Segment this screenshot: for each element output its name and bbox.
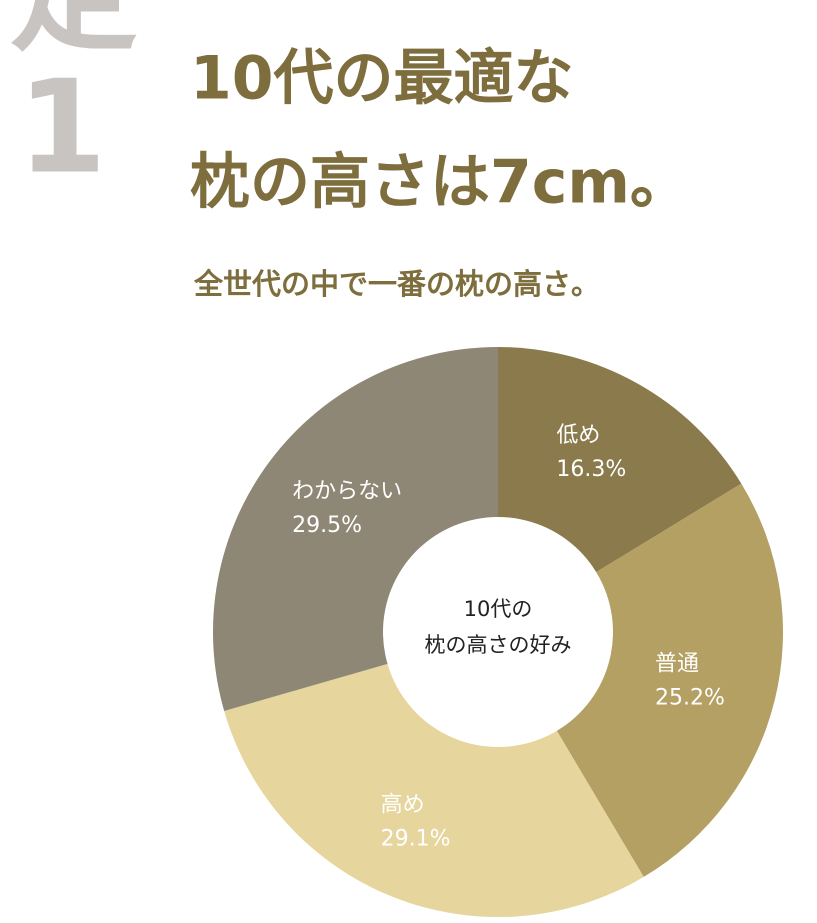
slice-value: 29.5%: [292, 513, 362, 538]
slice-name: わからない: [292, 479, 402, 504]
slice-name: 普通: [655, 651, 699, 676]
subtitle: 全世代の中で一番の枕の高さ。: [193, 267, 600, 301]
slice-value: 25.2%: [655, 685, 725, 710]
slice-value: 29.1%: [381, 827, 451, 852]
pie-slice: [498, 483, 783, 877]
pie-chart: 低め 16.3% 普通 25.2% 高め 29.1% わからない 29.5% 10代の枕の高さの…: [212, 347, 783, 917]
side-label: 設定1: [0, 0, 137, 203]
slice-value: 16.3%: [556, 457, 626, 482]
center-label: 10代の: [464, 597, 533, 621]
slice-name: 高め: [381, 793, 425, 818]
slice-name: 低め: [556, 423, 600, 448]
title-line: 枕の高さは7cm。: [190, 148, 690, 218]
center-label: 枕の高さの好み: [425, 633, 572, 657]
title-line: 10代の最適な: [190, 44, 574, 114]
donut-hole: [383, 517, 613, 747]
